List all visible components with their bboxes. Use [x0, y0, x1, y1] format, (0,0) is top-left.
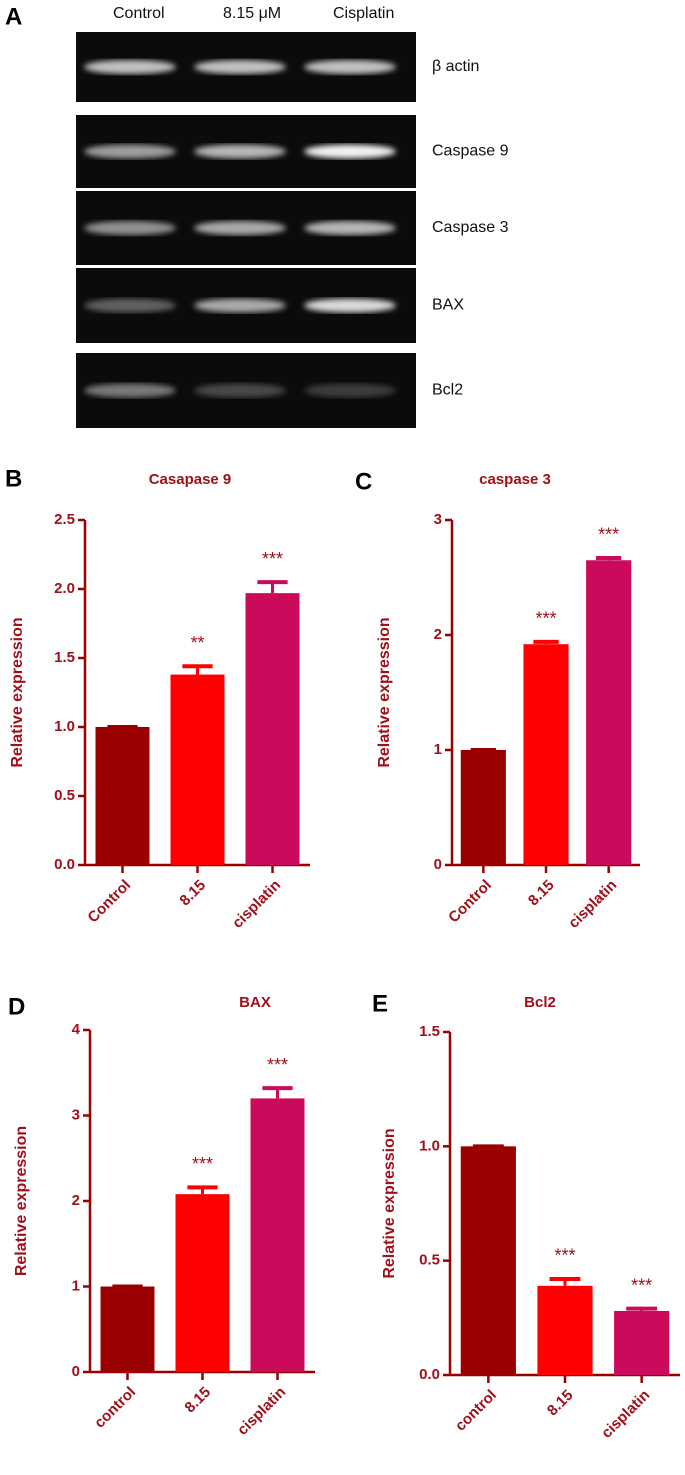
bar — [460, 1146, 516, 1375]
y-tick-label: 0.5 — [54, 787, 75, 804]
significance: *** — [554, 1246, 575, 1266]
x-tick-label: 8.15 — [181, 1384, 214, 1417]
significance: ** — [190, 633, 204, 653]
lane-label: Cisplatin — [333, 5, 394, 22]
chart-title: Casapase 9 — [149, 471, 232, 488]
gel-band — [194, 221, 286, 235]
gel-band — [304, 383, 396, 398]
panel-letter: D — [8, 993, 25, 1020]
bar — [460, 750, 506, 865]
significance: *** — [598, 525, 619, 545]
gel-band — [304, 60, 396, 74]
y-tick-label: 0 — [72, 1363, 80, 1380]
y-tick-label: 0 — [434, 856, 442, 873]
panel-letter: C — [355, 468, 372, 495]
y-tick-label: 0.0 — [54, 856, 75, 873]
y-tick-label: 0.0 — [419, 1366, 440, 1383]
y-axis-label: Relative expression — [376, 617, 393, 767]
band-label: Bcl2 — [432, 382, 463, 399]
lane-label: 8.15 μM — [223, 5, 281, 22]
panel-letter: B — [5, 465, 22, 492]
bar — [175, 1194, 230, 1372]
y-tick-label: 1 — [72, 1277, 80, 1294]
panel-letter: A — [5, 3, 22, 30]
band-label: Caspase 9 — [432, 143, 509, 160]
band-label: BAX — [432, 297, 464, 314]
y-axis-label: Relative expression — [381, 1128, 398, 1278]
bar — [250, 1098, 305, 1372]
x-tick-label: cisplatin — [234, 1384, 289, 1439]
x-tick-label: 8.15 — [176, 877, 209, 910]
y-tick-label: 1 — [434, 741, 442, 758]
y-tick-label: 2 — [72, 1192, 80, 1209]
y-axis-label: Relative expression — [13, 1126, 30, 1276]
gel-band — [194, 144, 286, 159]
bar — [586, 560, 632, 865]
bar — [100, 1286, 155, 1372]
bar — [537, 1285, 593, 1375]
x-tick-label: cisplatin — [565, 877, 620, 932]
gel-band — [194, 60, 286, 74]
x-tick-label: cisplatin — [598, 1387, 653, 1442]
y-tick-label: 1.0 — [54, 718, 75, 735]
bar — [245, 593, 300, 865]
chart-title: Bcl2 — [524, 994, 556, 1011]
gel-band — [84, 60, 176, 74]
bar — [95, 727, 150, 865]
x-tick-label: 8.15 — [544, 1387, 577, 1420]
significance: *** — [267, 1055, 288, 1075]
bar — [614, 1310, 670, 1375]
significance: *** — [192, 1154, 213, 1174]
y-tick-label: 1.0 — [419, 1137, 440, 1154]
gel-band — [304, 221, 396, 235]
significance: *** — [262, 549, 283, 569]
y-axis-label: Relative expression — [9, 617, 26, 767]
panel-letter: E — [372, 990, 388, 1017]
significance: *** — [535, 609, 556, 629]
chart-title: BAX — [239, 994, 271, 1011]
gel-band — [84, 221, 176, 235]
gel-band — [84, 383, 176, 398]
gel-band — [304, 144, 396, 159]
y-tick-label: 3 — [72, 1106, 80, 1123]
y-tick-label: 0.5 — [419, 1252, 440, 1269]
significance: *** — [631, 1275, 652, 1295]
gel-band — [194, 383, 286, 398]
y-tick-label: 2.0 — [54, 580, 75, 597]
x-tick-label: Control — [445, 877, 495, 927]
x-tick-label: Control — [84, 877, 134, 927]
gel-band — [194, 298, 286, 313]
y-tick-label: 1.5 — [419, 1023, 440, 1040]
y-tick-label: 2 — [434, 626, 442, 643]
bar — [523, 644, 569, 865]
band-label: Caspase 3 — [432, 219, 509, 236]
x-tick-label: 8.15 — [525, 877, 558, 910]
lane-label: Control — [113, 5, 165, 22]
gel-band — [84, 144, 176, 159]
x-tick-label: cisplatin — [229, 877, 284, 932]
gel-band — [304, 298, 396, 313]
x-tick-label: control — [91, 1384, 139, 1432]
x-tick-label: control — [452, 1387, 500, 1435]
y-tick-label: 3 — [434, 511, 442, 528]
chart-title: caspase 3 — [479, 471, 551, 488]
y-tick-label: 2.5 — [54, 511, 75, 528]
gel-band — [84, 298, 176, 313]
y-tick-label: 4 — [72, 1021, 81, 1038]
y-tick-label: 1.5 — [54, 649, 75, 666]
band-label: β actin — [432, 58, 479, 75]
bar — [170, 674, 225, 865]
